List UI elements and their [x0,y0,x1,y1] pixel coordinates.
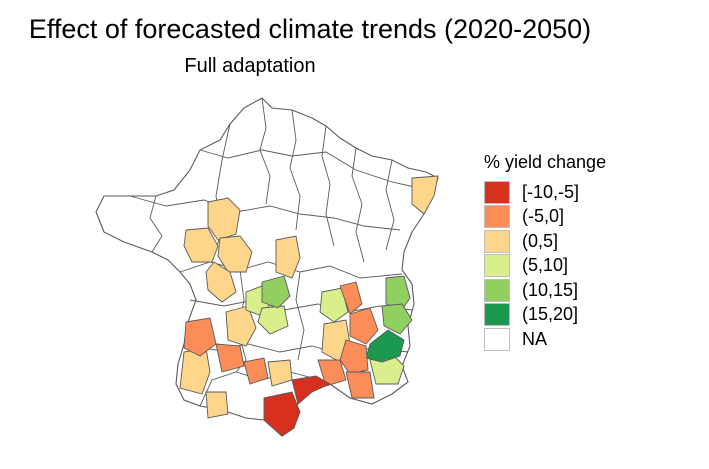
legend-label: (5,10] [522,255,569,276]
france-outline [95,97,439,437]
department-region [349,307,379,345]
colored-departments [179,175,439,437]
department-region [275,235,301,279]
department-region [317,359,347,387]
department-region [205,261,237,303]
legend-item: (0,5] [484,229,606,253]
department-region [263,391,301,437]
legend-label: [-10,-5] [522,181,580,202]
department-region [215,343,245,373]
legend-item: (15,20] [484,303,606,327]
department-region [411,175,439,215]
legend-swatch [484,328,510,352]
department-region [225,305,257,347]
department-region [205,391,229,419]
legend-title: % yield change [484,152,607,172]
legend-swatch [484,180,510,204]
department-region [385,275,411,311]
legend-swatch [484,205,510,229]
department-region [257,305,289,335]
legend-swatch [484,229,510,253]
department-region [217,235,253,273]
legend-label: (15,20] [522,304,579,325]
legend-label: NA [522,329,548,350]
department-region [207,197,241,241]
legend-item: (5,10] [484,254,606,278]
legend-swatch [484,254,510,278]
legend-item: (10,15] [484,278,606,302]
map-subtitle: Full adaptation [184,55,316,77]
legend-label: (-5,0] [522,206,565,227]
legend-swatch [484,278,510,302]
department-region [183,317,217,357]
department-region [339,281,363,315]
department-region [319,287,349,323]
legend-label: (10,15] [522,279,579,300]
map-title: Effect of forecasted climate trends (202… [28,14,592,44]
department-region [381,303,413,335]
legend-item: [-10,-5] [484,180,606,204]
department-region [345,371,375,399]
legend-label: (0,5] [522,230,559,251]
legend-item: (-5,0] [484,205,606,229]
department-region [183,227,219,263]
department-region [261,275,291,309]
department-region [291,375,331,405]
legend: % yield change [-10,-5] (-5,0] (0,5] (5,… [484,152,606,352]
department-region [243,357,269,385]
legend-swatch [484,303,510,327]
legend-item: NA [484,328,606,352]
